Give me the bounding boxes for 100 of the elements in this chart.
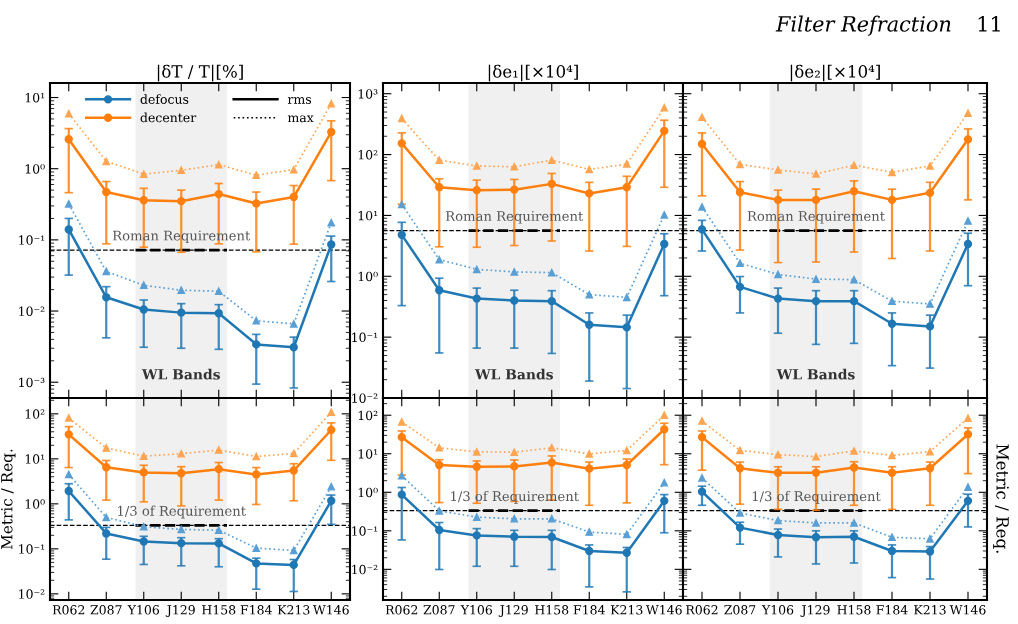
- point: [585, 528, 594, 536]
- point: [888, 533, 896, 542]
- point: [327, 99, 336, 108]
- point: [660, 478, 669, 487]
- point: [435, 443, 444, 452]
- x-tick-label: J129: [165, 605, 195, 617]
- point: [850, 447, 858, 455]
- point: [926, 300, 934, 308]
- point: [289, 192, 298, 202]
- point: [697, 432, 707, 442]
- point: [547, 179, 556, 189]
- point: [850, 519, 858, 527]
- x-tick-label: W146: [645, 605, 682, 615]
- point: [397, 139, 406, 148]
- y-tick-label: 10⁰: [25, 499, 45, 509]
- point: [510, 514, 519, 523]
- point: [585, 546, 594, 556]
- point: [139, 196, 148, 205]
- point: [510, 185, 519, 194]
- point: [139, 452, 148, 460]
- point: [214, 309, 223, 318]
- point: [139, 281, 148, 290]
- text: 11: [978, 15, 1000, 32]
- point: [102, 513, 111, 522]
- y-tick-label: 10⁻¹: [352, 526, 378, 536]
- band-label: WL Bands: [776, 368, 855, 380]
- point: [252, 544, 261, 552]
- point: [660, 411, 669, 420]
- point: [887, 195, 897, 205]
- point: [849, 463, 859, 472]
- point: [397, 471, 406, 480]
- point: [812, 170, 820, 178]
- point: [327, 218, 336, 227]
- point: [622, 548, 631, 557]
- x-tick-label: J129: [498, 605, 528, 617]
- point: [849, 532, 859, 541]
- point: [811, 297, 821, 306]
- point: [547, 156, 556, 164]
- point: [102, 187, 111, 197]
- y-tick-label: 10²: [25, 409, 45, 419]
- point: [214, 464, 223, 474]
- point: [214, 526, 223, 534]
- point: [622, 323, 631, 332]
- point: [252, 340, 261, 349]
- point: [547, 297, 556, 306]
- point: [472, 186, 481, 195]
- y-tick-label: 10⁻²: [352, 393, 378, 403]
- point: [327, 425, 336, 435]
- point: [177, 538, 186, 548]
- point: [139, 170, 148, 178]
- point: [289, 343, 298, 352]
- x-tick-label: Z087: [90, 605, 122, 615]
- band-label: WL Bands: [474, 368, 553, 380]
- point: [214, 160, 223, 169]
- x-tick-label: Z087: [423, 605, 455, 615]
- point: [289, 320, 298, 328]
- point: [435, 525, 444, 535]
- x-tick-label: Y106: [761, 605, 794, 615]
- point: [472, 162, 481, 170]
- point: [64, 486, 73, 496]
- point: [510, 448, 519, 456]
- y-axis-title: Metric / Req.: [1, 449, 16, 550]
- point: [622, 446, 631, 455]
- x-tick-label: Y106: [127, 605, 160, 615]
- x-tick-label: K213: [610, 605, 643, 615]
- point: [736, 509, 744, 517]
- point: [177, 525, 186, 534]
- point: [252, 452, 261, 461]
- point: [64, 414, 73, 422]
- point: [773, 530, 783, 540]
- point: [327, 408, 336, 416]
- x-tick-label: H158: [535, 605, 569, 615]
- legend-label: defocus: [140, 94, 189, 104]
- point: [510, 268, 519, 276]
- point: [660, 425, 669, 434]
- point: [964, 414, 972, 422]
- point: [435, 286, 444, 295]
- point: [926, 447, 934, 456]
- point: [177, 166, 186, 175]
- point: [773, 195, 783, 205]
- point: [698, 474, 706, 482]
- point: [698, 203, 706, 211]
- point: [397, 418, 406, 426]
- ref-line-label: 1/3 of Requirement: [118, 505, 246, 519]
- point: [964, 109, 972, 117]
- point: [735, 282, 745, 292]
- point: [472, 531, 481, 540]
- point: [812, 452, 820, 461]
- point: [102, 463, 111, 472]
- point: [773, 294, 783, 303]
- y-tick-label: 10³: [358, 89, 378, 99]
- point: [289, 165, 298, 174]
- point: [397, 230, 406, 239]
- point: [547, 268, 556, 277]
- y-tick-label: 10¹: [358, 210, 378, 221]
- point: [735, 523, 745, 532]
- point: [964, 483, 972, 491]
- point: [64, 109, 73, 118]
- point: [472, 462, 481, 471]
- point: [435, 156, 444, 164]
